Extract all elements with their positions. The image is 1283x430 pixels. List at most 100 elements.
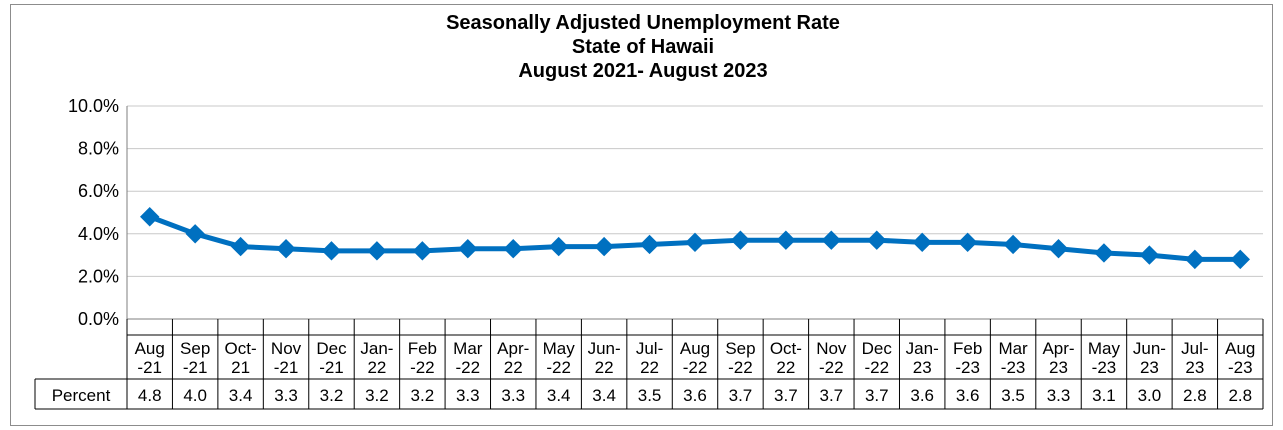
data-point-marker	[185, 224, 205, 244]
x-category-label-line1: Feb	[408, 339, 437, 358]
x-category-label-line2: 22	[367, 358, 386, 377]
data-point-marker	[912, 232, 932, 253]
table-value-cell: 3.2	[411, 386, 435, 405]
data-point-marker	[957, 232, 978, 253]
data-point-marker	[1230, 249, 1250, 270]
x-category-label-line2: -22	[864, 358, 889, 377]
x-category-label-line2: -21	[137, 358, 162, 377]
x-category-label-line1: Feb	[953, 339, 982, 358]
table-value-cell: 3.3	[501, 386, 525, 405]
x-category-label-line2: 22	[640, 358, 659, 377]
data-point-marker	[140, 207, 160, 227]
x-category-label-line2: -22	[819, 358, 844, 377]
x-category-label-line2: -22	[546, 358, 571, 377]
table-value-cell: 3.5	[638, 386, 662, 405]
table-value-cell: 3.3	[1047, 386, 1071, 405]
table-value-cell: 3.7	[865, 386, 889, 405]
table-value-cell: 3.4	[547, 386, 571, 405]
data-point-marker	[730, 230, 751, 250]
x-category-label-line1: Dec	[862, 339, 893, 358]
y-tick-label: 8.0%	[78, 139, 119, 159]
x-category-label-line1: Aug	[680, 339, 710, 358]
x-category-label-line1: Sep	[725, 339, 755, 358]
table-value-cell: 3.4	[229, 386, 253, 405]
data-point-marker	[367, 241, 387, 261]
data-point-marker	[776, 230, 796, 250]
table-series-name: Percent	[52, 386, 111, 405]
x-category-label-line2: 22	[504, 358, 523, 377]
x-category-label-line2: -22	[728, 358, 753, 377]
y-tick-label: 6.0%	[78, 181, 119, 201]
x-category-label-line2: -22	[683, 358, 708, 377]
data-point-marker	[1048, 239, 1069, 259]
table-value-cell: 3.3	[456, 386, 480, 405]
table-value-cell: 3.5	[1001, 386, 1025, 405]
table-value-cell: 2.8	[1228, 386, 1252, 405]
x-category-label-line1: Aug	[135, 339, 165, 358]
data-point-marker	[276, 239, 296, 259]
table-value-cell: 3.7	[819, 386, 843, 405]
table-value-cell: 3.6	[910, 386, 934, 405]
data-point-marker	[1139, 245, 1160, 265]
x-category-label-line2: -22	[456, 358, 481, 377]
data-point-marker	[321, 241, 342, 261]
x-category-label-line1: Oct-	[225, 339, 257, 358]
data-point-marker	[821, 230, 842, 250]
data-point-marker	[412, 241, 433, 261]
x-category-label-line1: Jan-	[360, 339, 393, 358]
y-tick-label: 4.0%	[78, 224, 119, 244]
x-category-label-line2: 23	[913, 358, 932, 377]
x-category-label-line1: Oct-	[770, 339, 802, 358]
chart-title-line-2: State of Hawaii	[572, 36, 714, 58]
data-point-marker	[639, 234, 660, 255]
x-category-label-line2: 22	[776, 358, 795, 377]
y-tick-label: 10.0%	[68, 96, 119, 116]
x-category-label-line1: Dec	[316, 339, 347, 358]
x-category-label-line1: Sep	[180, 339, 210, 358]
line-chart: Seasonally Adjusted Unemployment RateSta…	[34, 12, 1264, 410]
table-value-cell: 3.3	[274, 386, 298, 405]
table-value-cell: 3.7	[729, 386, 753, 405]
x-category-label-line2: -22	[410, 358, 435, 377]
data-point-marker	[548, 236, 569, 257]
x-category-label-line1: Jun-	[1133, 339, 1166, 358]
x-category-label-line1: Aug	[1225, 339, 1255, 358]
data-point-marker	[503, 239, 523, 259]
x-category-label-line2: -21	[319, 358, 344, 377]
table-value-cell: 4.8	[138, 386, 162, 405]
chart-title-line-3: August 2021- August 2023	[518, 60, 767, 82]
x-category-label-line2: -23	[955, 358, 980, 377]
data-point-marker	[1003, 234, 1023, 255]
table-value-cell: 2.8	[1183, 386, 1207, 405]
table-value-cell: 4.0	[183, 386, 207, 405]
x-category-label-line1: May	[1088, 339, 1121, 358]
x-category-label-line2: -23	[1092, 358, 1117, 377]
data-point-marker	[230, 236, 251, 257]
table-value-cell: 3.2	[365, 386, 389, 405]
x-category-label-line2: 23	[1185, 358, 1204, 377]
y-tick-label: 0.0%	[78, 309, 119, 329]
data-point-marker	[458, 239, 478, 259]
data-point-marker	[867, 230, 887, 250]
data-point-marker	[1094, 243, 1114, 263]
table-value-cell: 3.0	[1138, 386, 1162, 405]
chart-title-line-1: Seasonally Adjusted Unemployment Rate	[446, 12, 840, 34]
x-category-label-line2: 23	[1140, 358, 1159, 377]
x-category-label-line1: Jul-	[636, 339, 663, 358]
x-category-label-line1: Mar	[453, 339, 483, 358]
x-category-label-line2: -23	[1228, 358, 1253, 377]
x-category-label-line1: Jan-	[906, 339, 939, 358]
x-category-label-line1: Jun-	[588, 339, 621, 358]
data-point-marker	[685, 232, 705, 253]
x-category-label-line2: 21	[231, 358, 250, 377]
table-value-cell: 3.6	[956, 386, 980, 405]
table-value-cell: 3.1	[1092, 386, 1116, 405]
x-category-label-line1: Mar	[998, 339, 1028, 358]
x-category-label-line1: Apr-	[497, 339, 529, 358]
data-point-marker	[1185, 249, 1205, 270]
x-category-label-line2: 23	[1049, 358, 1068, 377]
table-value-cell: 3.7	[774, 386, 798, 405]
x-category-label-line2: -21	[274, 358, 299, 377]
table-value-cell: 3.2	[320, 386, 344, 405]
table-value-cell: 3.6	[683, 386, 707, 405]
